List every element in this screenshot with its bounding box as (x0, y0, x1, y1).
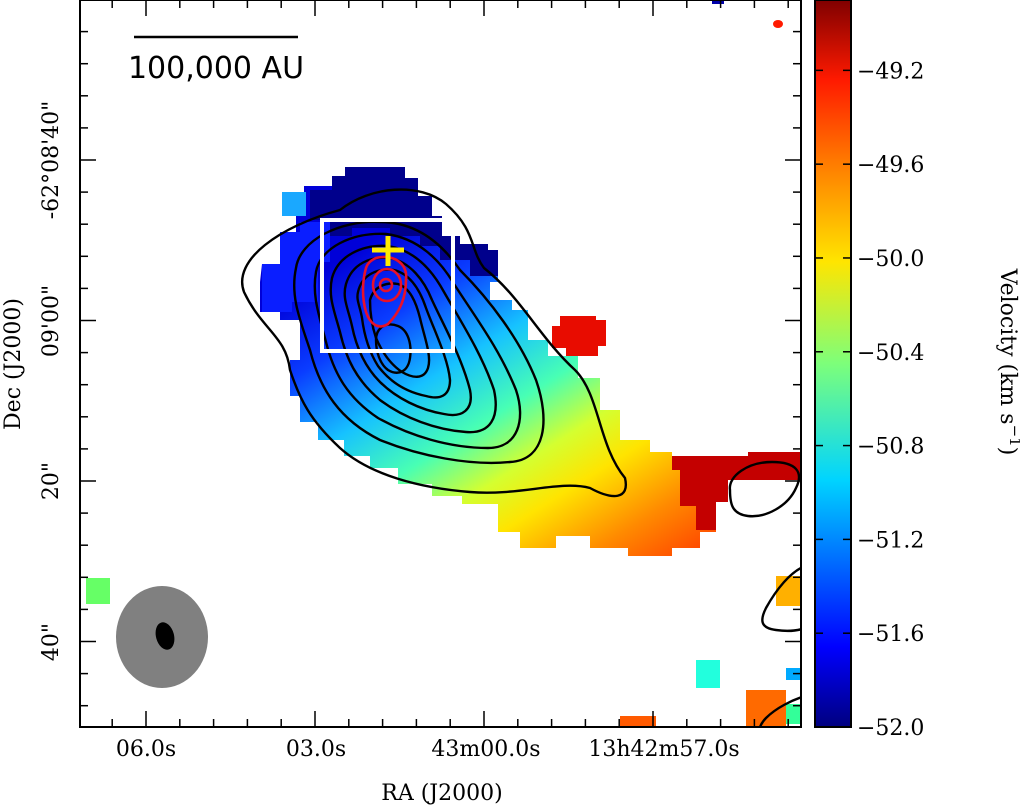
axis-ticks (80, 0, 801, 727)
colorbar-tick-label: −52.0 (857, 716, 924, 741)
x-tick-label: 13h42m57.0s (588, 737, 739, 762)
pixel-red-top (773, 20, 783, 28)
y-tick-label: 20" (39, 462, 64, 500)
x-tick-label: 06.0s (116, 737, 176, 762)
colorbar-title-close: ) (995, 447, 1020, 456)
source-cross-marker (372, 236, 404, 266)
velocity-region-far-west (672, 452, 800, 530)
pixel-green-2 (786, 704, 800, 724)
colorbar-title: Velocity (km s−1) (995, 268, 1020, 456)
red-contour-inner (378, 277, 394, 293)
pixel-cyan (696, 660, 720, 688)
colorbar-tick-label: −49.2 (857, 59, 924, 84)
beam-inner (155, 622, 175, 650)
contour-3 (313, 232, 522, 450)
pixel-green (86, 578, 110, 604)
colorbar-tick-label: −50.4 (857, 341, 924, 366)
colorbar-tick-label: −51.6 (857, 622, 924, 647)
black-contours (241, 188, 801, 727)
red-contour-outer (361, 255, 408, 328)
colorbar-title-main: Velocity (km s (995, 268, 1020, 425)
pixel-blue-top (712, 0, 724, 4)
y-tick-label: 09'00" (39, 285, 64, 357)
contour-6 (356, 268, 452, 399)
axis-tick-labels: 06.0s 03.0s 43m00.0s 13h42m57.0s -62°08'40" 0… (39, 101, 740, 762)
region-box (320, 218, 455, 353)
y-axis-title: Dec (J2000) (1, 298, 26, 430)
pixel-orange-2 (620, 716, 656, 727)
plot-frame (79, 0, 802, 728)
colorbar-tick-label: −49.6 (857, 153, 924, 178)
contour-2 (292, 220, 545, 465)
colorbar-tick-label: −50.8 (857, 435, 924, 460)
velocity-region-red-clump (552, 316, 606, 356)
contour-sw-1 (761, 566, 801, 633)
colorbar (814, 0, 852, 728)
pixel-orange-3 (776, 576, 801, 606)
red-contours (361, 255, 408, 328)
scale-bar-label: 100,000 AU (128, 51, 304, 86)
contour-1 (241, 188, 628, 498)
colorbar-tick-label: −51.2 (857, 528, 924, 553)
x-tick-label: 43m00.0s (431, 737, 540, 762)
y-tick-label: -62°08'40" (39, 101, 64, 220)
colorbar-ticks (815, 69, 851, 728)
pixel-orange-1 (746, 690, 786, 727)
contour-sw-2 (758, 696, 801, 727)
velocity-region-cyan-patch (282, 192, 306, 216)
velocity-region-main (260, 167, 800, 556)
colorbar-tick-labels: −49.2 −49.6 −50.0 −50.4 −50.8 −51.2 −51.6 −52.0 (857, 59, 924, 741)
colorbar-title-sup: −1 (1006, 425, 1020, 447)
y-tick-label: 40" (39, 623, 64, 661)
contour-west (728, 460, 801, 518)
x-tick-label: 03.0s (286, 737, 346, 762)
x-axis-title: RA (J2000) (381, 781, 502, 806)
colorbar-tick-label: −50.0 (857, 247, 924, 272)
red-contour-mid (371, 267, 403, 303)
